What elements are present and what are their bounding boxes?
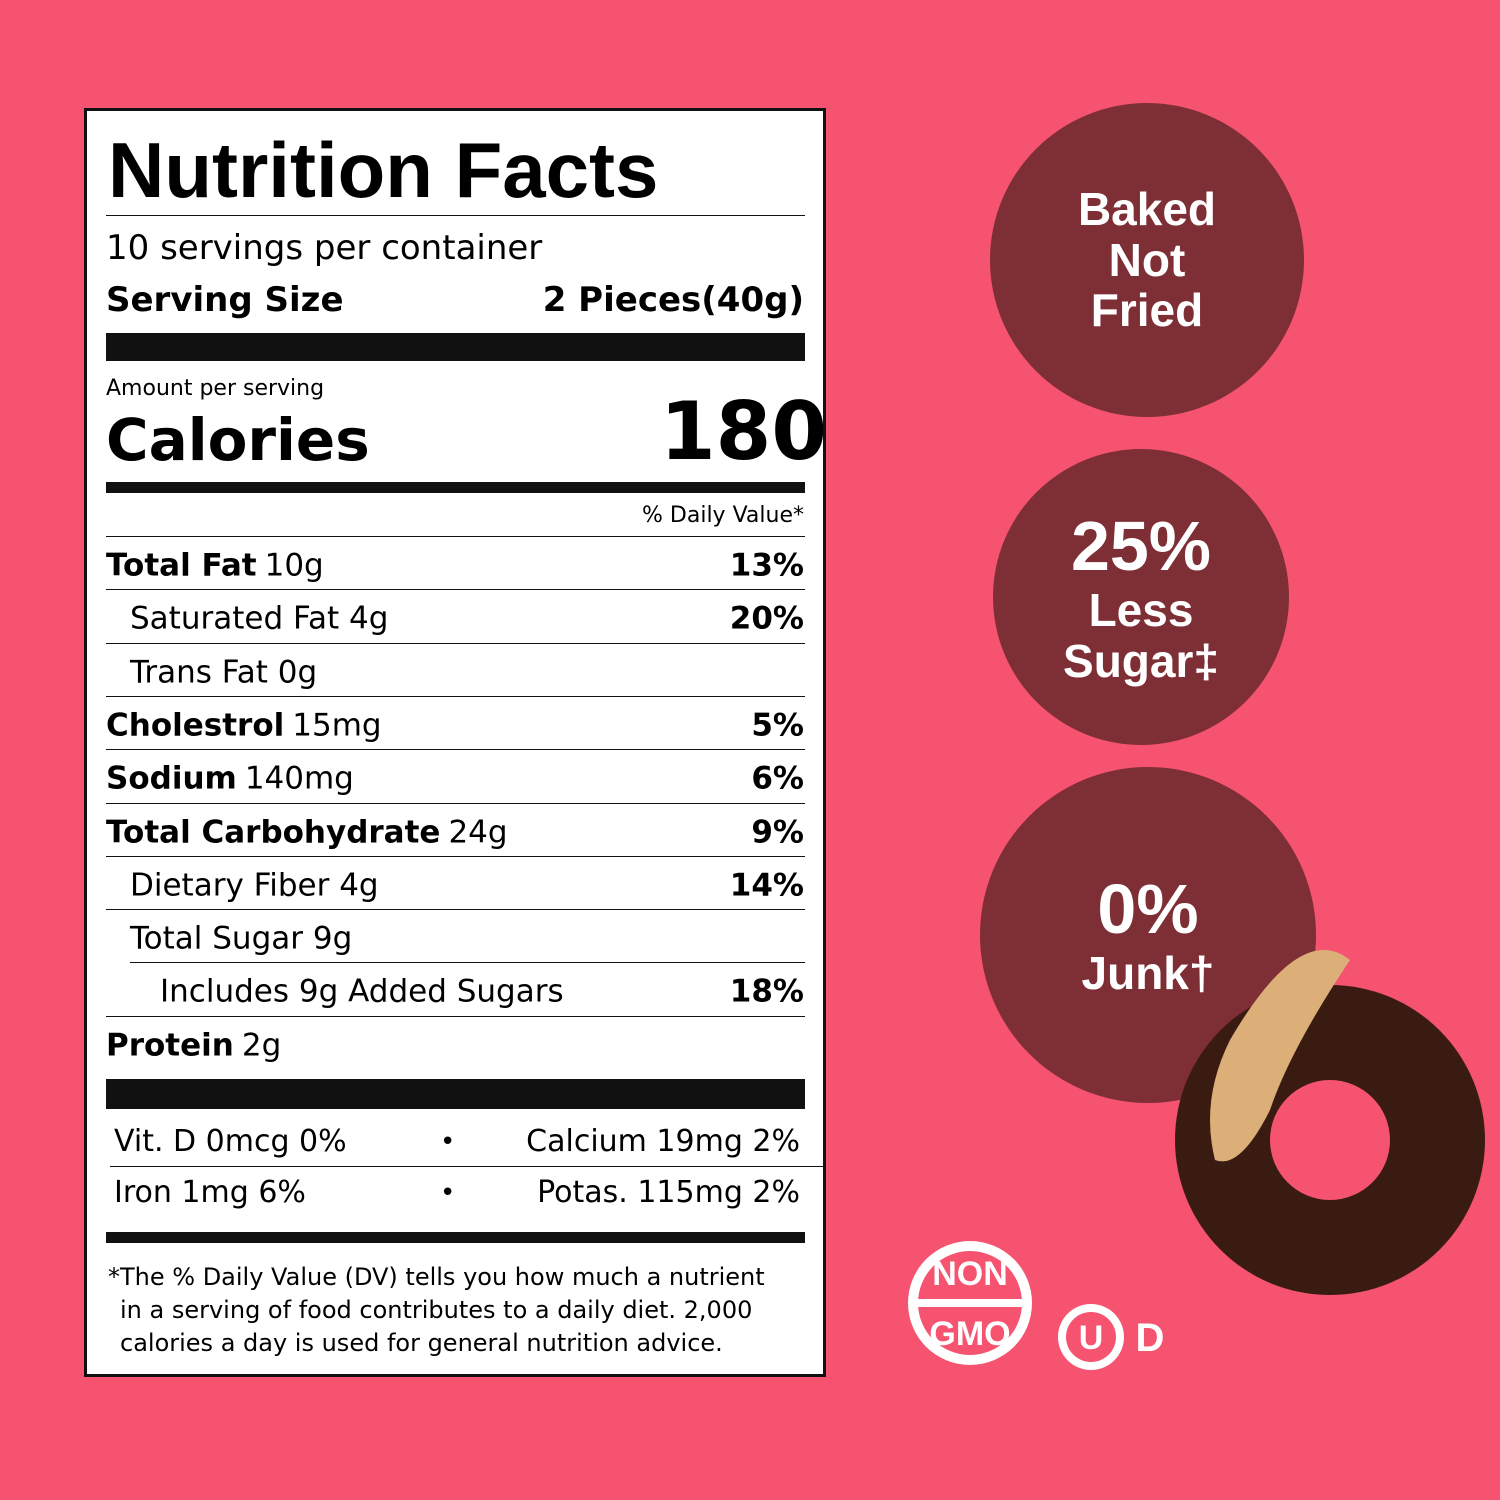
- logo-u: U: [1079, 1319, 1104, 1357]
- nutrient-row: Total Sugar 9g: [130, 920, 353, 957]
- badge-text: Not: [1108, 233, 1186, 286]
- amount-per-serving: Amount per serving: [106, 376, 325, 401]
- nutrient-amount: 2g: [241, 1027, 282, 1064]
- nutrient-dv: 18%: [729, 973, 804, 1010]
- nutrient-row: Sodium 140mg: [106, 760, 354, 797]
- badge-text: Fried: [1090, 284, 1204, 337]
- label-box: [84, 108, 826, 1377]
- vitamin: Potas. 115mg 2%: [537, 1175, 800, 1210]
- title: Nutrition Facts: [108, 126, 659, 214]
- vitamin: Vit. D 0mcg 0%: [114, 1124, 347, 1159]
- donut: [1175, 950, 1485, 1295]
- footnote: *The % Daily Value (DV) tells you how mu…: [108, 1263, 765, 1291]
- badge-text: 0%: [1097, 870, 1199, 949]
- nutrient-name: Protein: [106, 1027, 234, 1064]
- badge: Baked Not Fried: [990, 103, 1304, 417]
- rule: [106, 855, 805, 857]
- nutrient-dv: 9%: [751, 814, 804, 850]
- badge-text: Less: [1088, 583, 1194, 636]
- serving-size-label: Serving Size: [106, 280, 344, 320]
- rule: [110, 1166, 825, 1167]
- nutrient-dv: 5%: [751, 707, 804, 744]
- logo-gmo: GMO: [929, 1315, 1010, 1353]
- rule: [106, 749, 805, 751]
- nutrient-row: Saturated Fat 4g: [130, 600, 389, 637]
- servings: 10 servings per container: [106, 228, 543, 268]
- nutrient-name: Total Sugar 9g: [130, 920, 353, 957]
- nutrient-row: Trans Fat 0g: [130, 657, 317, 688]
- nutrient-name: Total Fat: [106, 547, 257, 584]
- vitamin: Calcium 19mg 2%: [526, 1124, 800, 1159]
- nutrient-name: Saturated Fat 4g: [130, 600, 389, 637]
- badge: 0% Junk†: [980, 767, 1316, 1103]
- nutrient-row: Includes 9g Added Sugars: [160, 973, 564, 1010]
- nutrient-dv: 14%: [729, 867, 804, 904]
- nutrient-amount: 140mg: [244, 760, 354, 797]
- nutrient-name: Includes 9g Added Sugars: [160, 973, 564, 1010]
- footnote: in a serving of food contributes to a da…: [120, 1296, 753, 1324]
- logo-non: NON: [932, 1255, 1008, 1293]
- badge-text: Baked: [1077, 183, 1217, 236]
- nutrient-row: Total Fat 10g: [106, 547, 324, 584]
- badge-text: Sugar‡: [1063, 634, 1219, 687]
- rule: [106, 642, 805, 644]
- rule: [106, 802, 805, 804]
- nutrient-dv: 13%: [729, 547, 804, 584]
- footnote: calories a day is used for general nutri…: [120, 1329, 723, 1357]
- separator: •: [440, 1127, 456, 1157]
- nutrient-row: Dietary Fiber 4g: [130, 870, 379, 901]
- rule: [106, 695, 805, 697]
- calories-label: Calories: [106, 406, 370, 474]
- nutrient-row: Cholestrol 15mg: [106, 710, 382, 741]
- serving-size: 2 Pieces(40g): [542, 280, 804, 320]
- nutrient-name: Cholestrol: [106, 707, 285, 744]
- nutrient-amount: 15mg: [292, 707, 382, 744]
- rule: [106, 589, 805, 591]
- nutrient-name: Total Carbohydrate: [106, 814, 441, 850]
- badge-text: 25%: [1070, 506, 1212, 585]
- separator: •: [440, 1178, 456, 1208]
- nutrient-row: Total Carbohydrate 24g: [106, 817, 508, 848]
- badge: 25% Less Sugar‡: [993, 449, 1289, 745]
- rule: [130, 962, 805, 964]
- nutrient-name: Dietary Fiber 4g: [130, 867, 379, 904]
- logo-d: D: [1136, 1316, 1165, 1360]
- dv-header: % Daily Value*: [642, 503, 804, 528]
- nutrient-dv: 20%: [729, 600, 804, 637]
- rule: [106, 1015, 805, 1017]
- vitamin: Iron 1mg 6%: [114, 1175, 306, 1210]
- rule: [106, 909, 805, 911]
- nutrient-name: Trans Fat 0g: [130, 654, 318, 691]
- nutrient-dv: 6%: [751, 760, 804, 797]
- nutrient-amount: 24g: [448, 814, 508, 850]
- nutrient-name: Sodium: [106, 760, 237, 797]
- nutrient-row: Protein 2g: [106, 1030, 281, 1061]
- badge-text: Junk†: [1081, 947, 1215, 1000]
- rule: [106, 536, 805, 537]
- nutrient-amount: 10g: [264, 547, 324, 584]
- calories: 180: [660, 385, 827, 478]
